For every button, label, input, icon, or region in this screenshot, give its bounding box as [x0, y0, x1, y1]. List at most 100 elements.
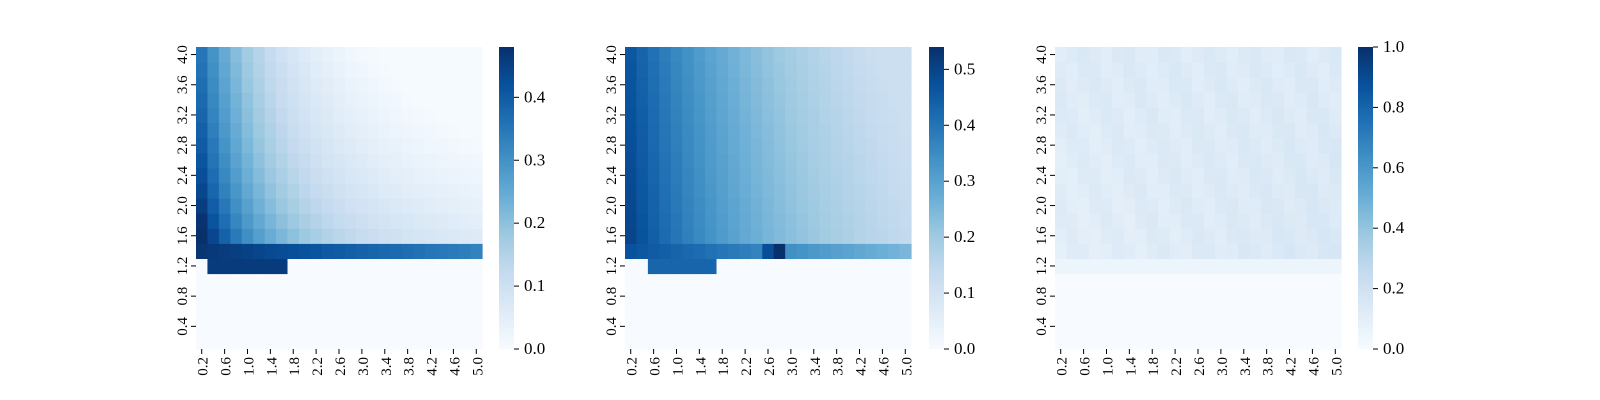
heatmap-cell [830, 167, 843, 184]
heatmap-cell [321, 243, 334, 259]
x-tick-label: 1.8 [1146, 357, 1162, 376]
heatmap-panel-2: 0.2 0.6 1.0 1.4 1.8 2.2 2.6 3.0 3.4 3.8 4.2 4.6 5.00… [604, 45, 976, 376]
heatmap-cell [310, 167, 323, 184]
heatmap-cell [1157, 288, 1170, 305]
heatmap-cell [287, 182, 300, 199]
heatmap-cell [1318, 258, 1331, 275]
heatmap-cell [264, 228, 277, 244]
heatmap-cell [287, 122, 300, 139]
heatmap-cell [1180, 333, 1193, 350]
heatmap-cell [625, 182, 638, 199]
heatmap-cell [1329, 167, 1342, 184]
heatmap-cell [670, 213, 683, 229]
heatmap-cell [785, 137, 798, 154]
heatmap-cell [264, 62, 277, 78]
heatmap-cell [888, 303, 901, 320]
heatmap-cell [287, 47, 300, 63]
heatmap-cell [716, 92, 729, 108]
heatmap-cell [390, 62, 403, 78]
heatmap-cell [785, 243, 798, 259]
heatmap-cell [436, 62, 449, 78]
heatmap-cells [625, 47, 912, 350]
heatmap-cell [436, 333, 449, 350]
heatmap-cell [321, 273, 334, 290]
heatmap-cell [796, 213, 809, 229]
heatmap-cell [808, 152, 821, 169]
heatmap-cell [344, 228, 357, 244]
heatmap-cell [344, 167, 357, 184]
heatmap-cell [716, 77, 729, 93]
y-tick-label: 3.6 [604, 75, 620, 94]
heatmap-cell [287, 77, 300, 93]
heatmap-cell [1112, 198, 1125, 214]
heatmap-cell [1295, 333, 1308, 350]
heatmap-cell [1100, 258, 1113, 275]
heatmap-cell [1100, 228, 1113, 244]
heatmap-cell [1100, 107, 1113, 124]
heatmap-cell [682, 107, 695, 124]
heatmap-cell [727, 318, 740, 335]
colorbar-tick-label: 0.2 [1383, 279, 1404, 298]
heatmap-cell [1295, 213, 1308, 229]
heatmap-cell [447, 228, 460, 244]
heatmap-cell [773, 182, 786, 199]
heatmap-cell [808, 62, 821, 78]
colorbar-tick-label: 0.8 [1383, 97, 1404, 116]
heatmap-cell [750, 152, 763, 169]
heatmap-cell [796, 288, 809, 305]
heatmap-cell [1226, 62, 1239, 78]
heatmap-cell [1306, 333, 1319, 350]
heatmap-cell [853, 333, 866, 350]
heatmap-cell [1100, 303, 1113, 320]
heatmap-cell [1089, 62, 1102, 78]
heatmap-cell [1215, 273, 1228, 290]
heatmap-cell [276, 182, 289, 199]
heatmap-cell [390, 198, 403, 214]
heatmap-cell [264, 92, 277, 108]
heatmap-cell [808, 318, 821, 335]
heatmap-cell [1180, 243, 1193, 259]
heatmap-cell [241, 47, 254, 63]
heatmap-cell [693, 182, 706, 199]
heatmap-cell [865, 333, 878, 350]
heatmap-cell [865, 182, 878, 199]
heatmap-cell [1123, 198, 1136, 214]
x-tick-label: 5.0 [1329, 357, 1345, 376]
heatmap-cell [207, 228, 220, 244]
heatmap-cell [625, 47, 638, 63]
heatmap-cell [899, 77, 912, 93]
heatmap-cell [287, 62, 300, 78]
heatmap-cell [333, 107, 346, 124]
heatmap-cell [241, 107, 254, 124]
heatmap-cell [470, 213, 483, 229]
heatmap-cell [1066, 167, 1079, 184]
heatmap-cell [716, 137, 729, 154]
heatmap-cell [413, 273, 426, 290]
heatmap-cell [401, 137, 414, 154]
heatmap-cell [436, 122, 449, 139]
heatmap-cell [1203, 167, 1216, 184]
heatmap-cell [659, 47, 672, 63]
heatmap-cell [470, 47, 483, 63]
colorbar-tick-label: 0.5 [954, 59, 975, 78]
heatmap-cell [853, 258, 866, 275]
heatmap-cell [739, 318, 752, 335]
heatmap-cell [1066, 258, 1079, 275]
heatmap-cell [356, 303, 369, 320]
heatmap-cell [310, 47, 323, 63]
heatmap-cell [830, 92, 843, 108]
heatmap-cell [705, 92, 718, 108]
heatmap-cell [1226, 213, 1239, 229]
heatmap-cell [413, 243, 426, 259]
heatmap-cell [1169, 243, 1182, 259]
x-tick-label: 2.6 [333, 357, 349, 376]
heatmap-cell [773, 258, 786, 275]
heatmap-cell [647, 92, 660, 108]
heatmap-cell [1215, 318, 1228, 335]
heatmap-cell [401, 228, 414, 244]
heatmap-cell [636, 243, 649, 259]
heatmap-cell [705, 303, 718, 320]
heatmap-cell [1100, 77, 1113, 93]
heatmap-cell [1169, 273, 1182, 290]
heatmap-cell [241, 228, 254, 244]
